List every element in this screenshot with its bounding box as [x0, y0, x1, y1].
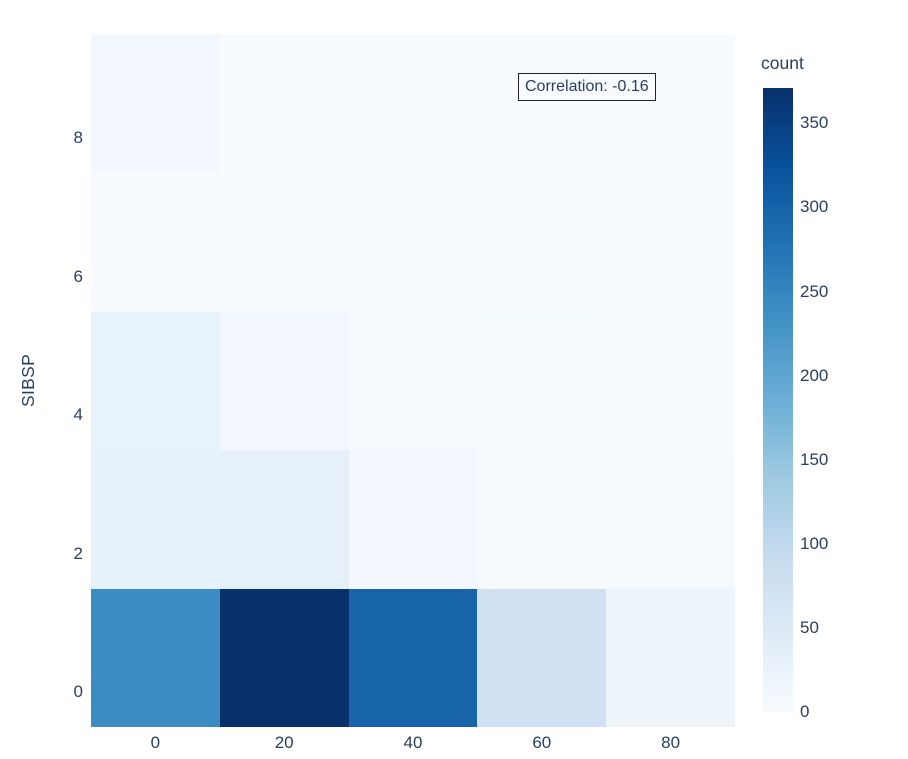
colorbar-tick-label: 0 — [800, 702, 810, 721]
heatmap-cell[interactable] — [219, 34, 350, 174]
heatmap-cell[interactable] — [606, 172, 735, 312]
x-tick-label: 60 — [532, 733, 552, 752]
heatmap-cell[interactable] — [348, 34, 478, 174]
heatmap-cell[interactable] — [477, 588, 607, 727]
colorbar-tick-label: 150 — [800, 449, 829, 469]
heatmap-cell[interactable] — [606, 449, 735, 589]
heatmap-cell[interactable] — [606, 34, 735, 174]
colorbar-tick-label: 200 — [800, 365, 829, 385]
heatmap-cell[interactable] — [477, 34, 607, 174]
plot-area[interactable] — [91, 34, 735, 727]
heatmap-cell[interactable] — [606, 588, 735, 727]
heatmap-cell[interactable] — [348, 588, 478, 727]
heatmap-cell[interactable] — [91, 34, 221, 174]
heatmap-cell[interactable] — [219, 588, 350, 727]
colorbar-tick-label: 100 — [800, 533, 829, 553]
colorbar-gradient — [763, 88, 793, 712]
heatmap-cell[interactable] — [477, 311, 607, 451]
correlation-annotation: Correlation: -0.16 — [518, 73, 656, 101]
x-tick-label: 0 — [150, 733, 161, 752]
y-tick-label: 8 — [73, 127, 83, 147]
heatmap-cell[interactable] — [219, 311, 350, 451]
heatmap-cell[interactable] — [606, 311, 735, 451]
colorbar-tick-label: 350 — [800, 113, 829, 133]
colorbar — [763, 88, 793, 712]
heatmap-cell[interactable] — [219, 172, 350, 312]
colorbar-title: count — [761, 53, 804, 73]
heatmap-cell[interactable] — [91, 172, 221, 312]
heatmap-cell[interactable] — [91, 311, 221, 451]
y-tick-label: 2 — [73, 543, 83, 563]
heatmap-cell[interactable] — [348, 311, 478, 451]
colorbar-tick-label: 250 — [800, 281, 829, 301]
heatmap-cell[interactable] — [348, 172, 478, 312]
colorbar-tick-label: 300 — [800, 197, 829, 217]
x-tick-label: 80 — [661, 733, 681, 752]
colorbar-tick-label: 50 — [800, 617, 819, 637]
heatmap-cell[interactable] — [477, 449, 607, 589]
heatmap-cell[interactable] — [348, 449, 478, 589]
heatmap-cell[interactable] — [219, 449, 350, 589]
x-tick-label: 40 — [403, 733, 423, 752]
heatmap-cell[interactable] — [477, 172, 607, 312]
x-tick-label: 20 — [274, 733, 294, 752]
heatmap-cell[interactable] — [91, 449, 221, 589]
y-tick-label: 6 — [73, 266, 83, 286]
y-tick-label: 4 — [73, 405, 83, 425]
heatmap-cell[interactable] — [91, 588, 221, 727]
y-tick-label: 0 — [73, 682, 83, 702]
